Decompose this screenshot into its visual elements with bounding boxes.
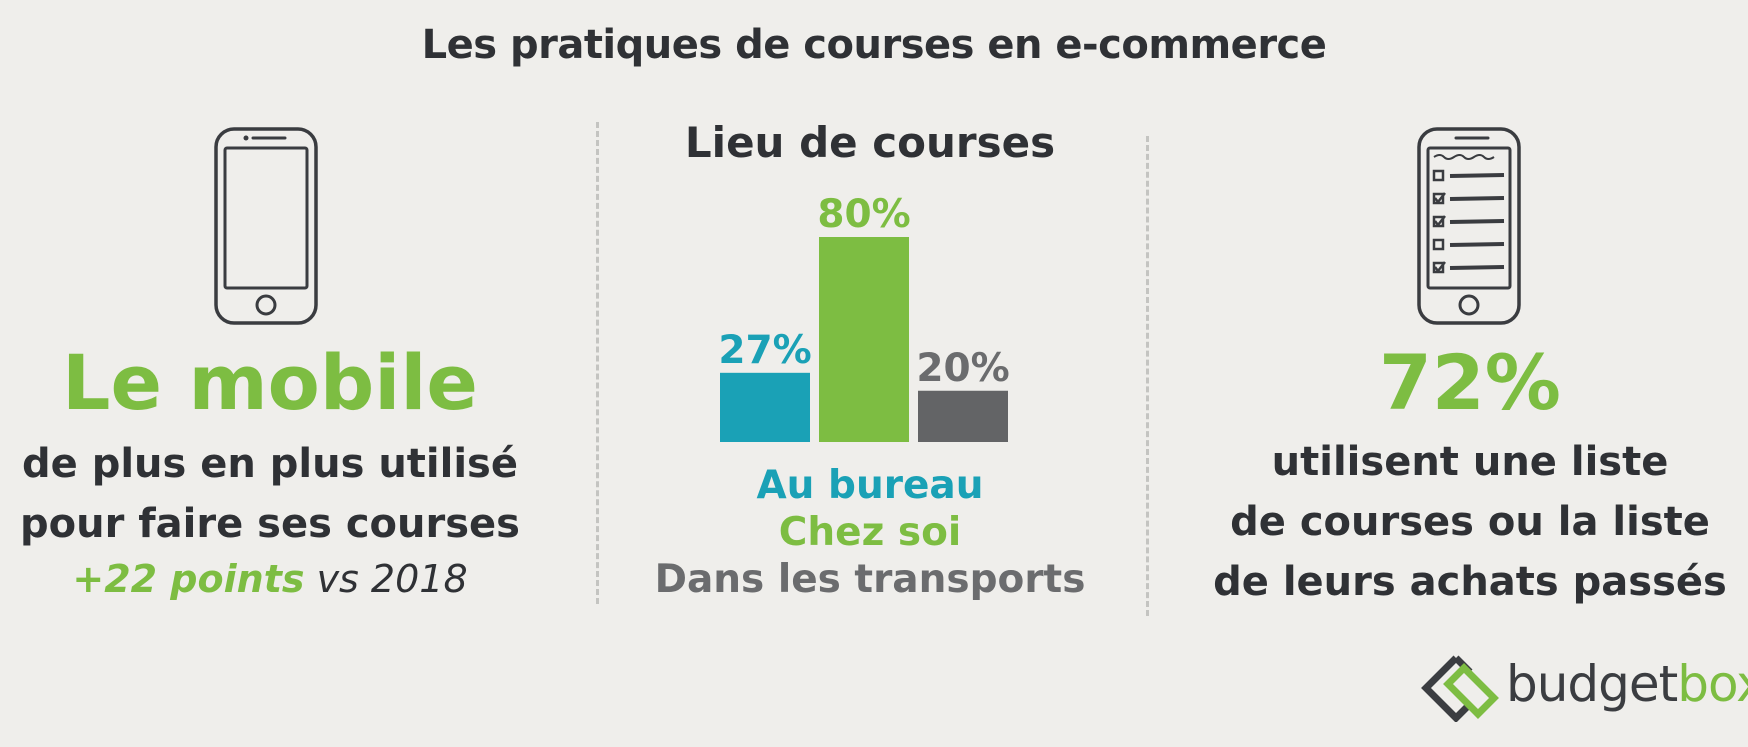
budgetbox-logo-icon bbox=[1421, 655, 1499, 722]
delta-highlight: +22 points bbox=[72, 557, 305, 601]
left-subtitle-line: de plus en plus utilisé bbox=[22, 441, 518, 487]
right-subtitle: utilisent une liste de courses ou la lis… bbox=[1180, 432, 1748, 612]
right-subtitle-line: de courses ou la liste bbox=[1230, 499, 1710, 545]
right-headline: 72% bbox=[1379, 338, 1561, 427]
legend-item-chez-soi: Chez soi bbox=[778, 510, 962, 555]
left-subtitle-line: pour faire ses courses bbox=[20, 501, 520, 547]
bar-chez-soi bbox=[819, 237, 909, 442]
left-headline: Le mobile bbox=[62, 338, 478, 427]
bar-au-bureau bbox=[720, 372, 810, 442]
checklist-phone-icon bbox=[1417, 127, 1521, 325]
logo-text-budget: budget bbox=[1506, 655, 1678, 713]
bar-dans-les-transports bbox=[918, 390, 1008, 442]
chart-title: Lieu de courses bbox=[684, 118, 1056, 167]
legend-item-au-bureau: Au bureau bbox=[756, 463, 984, 508]
page-title: Les pratiques de courses en e-commerce bbox=[421, 22, 1327, 68]
legend-item-dans-les-transports: Dans les transports bbox=[654, 557, 1086, 602]
logo-text-box: box bbox=[1677, 655, 1748, 713]
left-delta: +22 points vs 2018 bbox=[10, 554, 530, 604]
bar-chart: 27% 80% 20% bbox=[718, 192, 1010, 442]
divider-right bbox=[1146, 136, 1149, 616]
bar-value-label: 20% bbox=[916, 346, 1009, 391]
bar-value-label: 80% bbox=[817, 192, 910, 237]
right-subtitle-line: utilisent une liste bbox=[1271, 439, 1669, 485]
bar-value-label: 27% bbox=[718, 328, 811, 373]
chart-legend: Au bureau Chez soi Dans les transports bbox=[600, 462, 1140, 603]
right-subtitle-line: de leurs achats passés bbox=[1213, 559, 1727, 605]
divider-left bbox=[596, 122, 599, 604]
budgetbox-logo-text: budgetbox bbox=[1506, 655, 1748, 713]
delta-comparison: vs 2018 bbox=[304, 557, 468, 601]
left-subtitle: de plus en plus utilisé pour faire ses c… bbox=[10, 434, 530, 554]
smartphone-icon bbox=[214, 127, 318, 325]
